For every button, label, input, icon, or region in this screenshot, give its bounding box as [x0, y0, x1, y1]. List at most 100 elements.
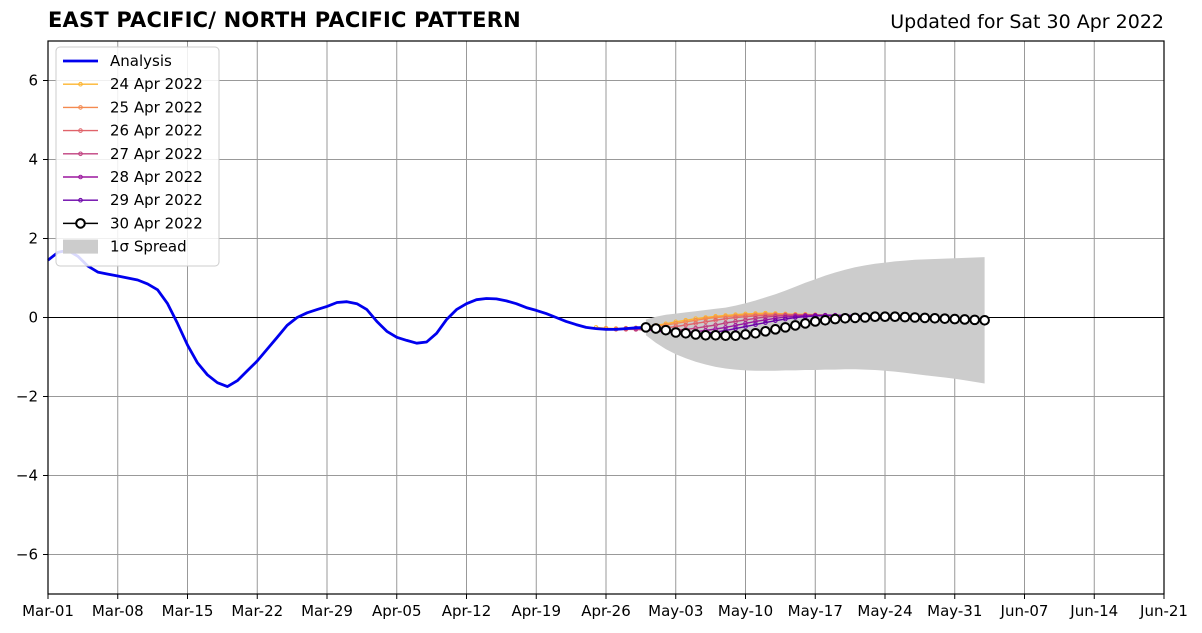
x-axis-ticks: Mar-01 Mar-08 Mar-15 Mar-22 Mar-29 Apr-05 Apr-… [22, 594, 1188, 620]
forecast-point [733, 326, 738, 331]
latest-forecast-point [879, 311, 891, 323]
latest-forecast-point [760, 326, 771, 337]
latest-forecast-point [740, 329, 751, 340]
forecast-point [763, 317, 768, 323]
x-tick-label: Apr-26 [581, 602, 631, 620]
latest-forecast-point [909, 312, 921, 323]
latest-forecast-point [889, 311, 901, 323]
y-tick-label: 6 [28, 72, 38, 90]
forecast-point [773, 318, 778, 323]
forecast-point [763, 314, 768, 320]
latest-forecast-point [780, 322, 791, 333]
y-tick-label: 0 [28, 309, 38, 327]
latest-forecast-point [969, 314, 980, 326]
legend-label: 26 Apr 2022 [110, 122, 203, 140]
analysis-line [47, 248, 646, 389]
latest-forecast-point [710, 329, 721, 341]
x-tick-label: Apr-05 [372, 602, 422, 620]
latest-forecast-point [979, 314, 990, 326]
latest-forecast-point [680, 328, 692, 339]
y-tick-label: −2 [16, 388, 38, 406]
latest-forecast-point [859, 312, 871, 323]
legend-marker [78, 197, 83, 203]
y-tick-label: 2 [28, 230, 38, 248]
legend-marker [78, 81, 83, 87]
legend-entry: 30 Apr 2022 [63, 214, 203, 232]
y-tick-label: −4 [16, 467, 38, 485]
y-tick-label: 4 [28, 151, 38, 169]
y-axis-ticks: −6 −4 −2 0 2 4 6 [16, 72, 48, 564]
x-tick-label: Mar-15 [162, 602, 214, 620]
latest-forecast-point [919, 312, 931, 324]
forecast-point [683, 322, 689, 328]
legend-label: 29 Apr 2022 [110, 191, 203, 209]
x-tick-label: Mar-08 [92, 602, 144, 620]
y-tick-label: −6 [16, 546, 38, 564]
forecast-point [743, 324, 748, 329]
latest-forecast-point [730, 330, 741, 341]
latest-forecast-point [939, 313, 951, 324]
legend-box [55, 46, 220, 267]
legend-entry: 25 Apr 2022 [63, 98, 203, 116]
legend-label: 25 Apr 2022 [110, 98, 203, 116]
latest-forecast-point [839, 312, 851, 324]
latest-forecast-point [959, 314, 971, 325]
x-tick-label: Apr-12 [442, 602, 492, 620]
legend-entry: 29 Apr 2022 [63, 191, 203, 209]
x-tick-label: Mar-01 [22, 602, 74, 620]
x-tick-label: Mar-29 [301, 602, 353, 620]
forecast-point [763, 320, 768, 325]
x-tick-label: Jun-14 [1069, 602, 1118, 620]
legend-entry: 27 Apr 2022 [63, 145, 203, 163]
legend-entry: 1σ Spread [63, 238, 187, 256]
latest-forecast-point [670, 327, 682, 338]
x-tick-label: May-31 [927, 602, 982, 620]
legend-entry: 28 Apr 2022 [63, 168, 203, 186]
legend: Analysis 24 Apr 2022 25 Apr 2022 26 Apr 202… [55, 46, 220, 267]
legend-entry: 26 Apr 2022 [63, 122, 203, 140]
legend-label: 24 Apr 2022 [110, 75, 203, 93]
legend-entry: Analysis [63, 52, 172, 70]
latest-forecast-point [640, 322, 652, 333]
chart-subtitle: Updated for Sat 30 Apr 2022 [890, 11, 1164, 33]
forecast-point [793, 315, 798, 320]
x-tick-label: May-10 [718, 602, 773, 620]
latest-forecast-point [790, 320, 801, 331]
legend-label: 28 Apr 2022 [110, 168, 203, 186]
legend-marker [78, 128, 83, 133]
latest-forecast-point [949, 313, 961, 325]
latest-forecast-point [929, 312, 941, 324]
legend-marker [78, 105, 83, 110]
x-tick-label: Jun-07 [1000, 602, 1049, 620]
x-tick-label: Apr-19 [512, 602, 562, 620]
forecast-point [713, 315, 718, 320]
legend-label: Analysis [110, 52, 172, 70]
latest-forecast-point [720, 330, 731, 341]
forecast-point [723, 316, 728, 321]
latest-forecast-point [700, 329, 711, 341]
latest-forecast-point [819, 314, 831, 326]
legend-label: 30 Apr 2022 [110, 214, 203, 232]
legend-entry: 24 Apr 2022 [63, 75, 203, 93]
latest-forecast-point [799, 318, 811, 329]
latest-forecast-point [849, 312, 861, 324]
latest-forecast-point [809, 316, 821, 327]
x-tick-label: May-03 [648, 602, 703, 620]
forecast-point [753, 322, 758, 327]
legend-marker [78, 151, 83, 157]
latest-forecast-point [869, 311, 881, 323]
legend-marker [75, 218, 86, 229]
x-tick-label: May-24 [857, 602, 912, 620]
latest-forecast-point [899, 311, 911, 323]
chart-title: EAST PACIFIC/ NORTH PACIFIC PATTERN [48, 8, 521, 32]
forecast-point [703, 319, 708, 325]
forecast-point [783, 316, 788, 322]
latest-forecast-point [650, 323, 662, 334]
latest-forecast-series [640, 311, 990, 341]
x-tick-label: Mar-22 [231, 602, 283, 620]
forecast-point [713, 317, 718, 323]
latest-forecast-point [770, 324, 781, 335]
latest-forecast-point [690, 329, 701, 340]
forecast-point [723, 320, 728, 326]
